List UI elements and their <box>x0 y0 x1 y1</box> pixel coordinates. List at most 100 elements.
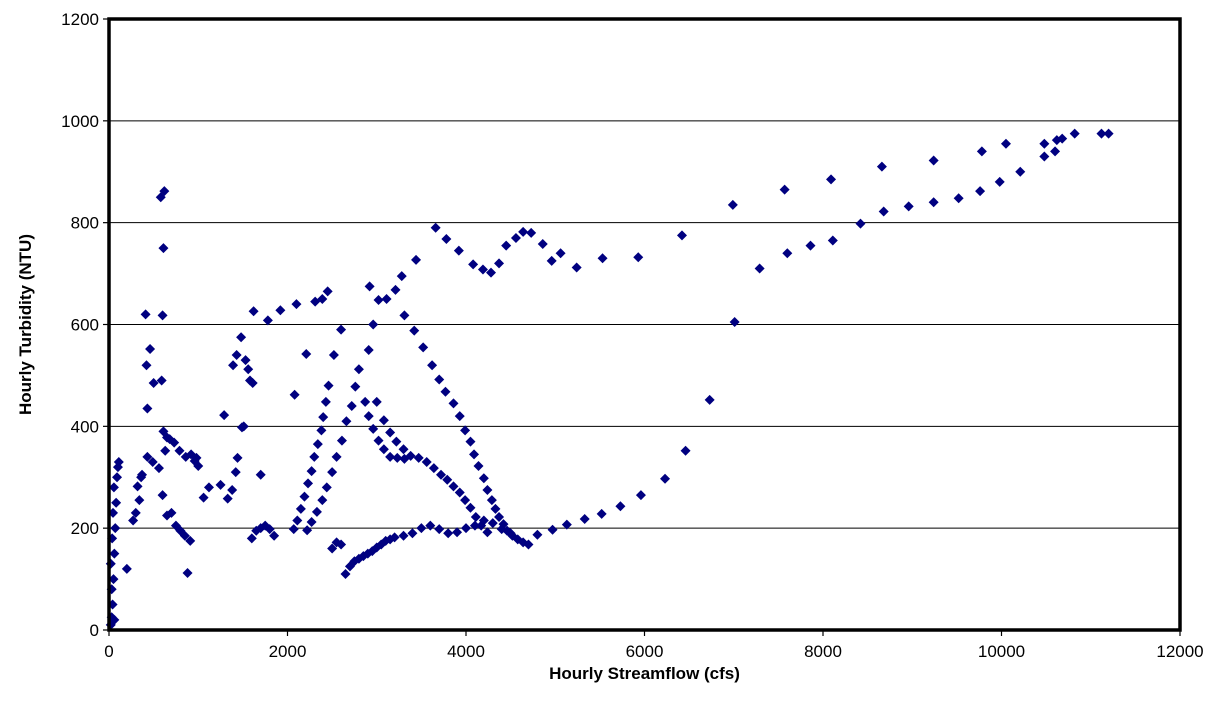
data-point <box>482 484 493 495</box>
data-point <box>398 530 409 541</box>
data-point <box>295 503 306 514</box>
data-point <box>633 252 644 263</box>
data-point <box>676 230 687 241</box>
data-point <box>336 539 347 550</box>
data-point <box>289 389 300 400</box>
data-point <box>306 517 317 528</box>
data-point <box>385 427 396 438</box>
y-tick-label: 1000 <box>61 112 99 131</box>
data-point <box>470 511 481 522</box>
data-point <box>680 445 691 456</box>
data-point <box>331 451 342 462</box>
data-point <box>141 360 152 371</box>
data-point <box>310 296 321 307</box>
x-axis-title: Hourly Streamflow (cfs) <box>549 664 740 683</box>
data-point <box>108 574 119 585</box>
data-point <box>179 530 190 541</box>
data-point <box>292 515 303 526</box>
data-point <box>469 520 480 531</box>
data-point <box>465 502 476 513</box>
data-point <box>288 524 299 535</box>
data-point <box>546 255 557 266</box>
data-point <box>468 259 479 270</box>
data-point <box>363 411 374 422</box>
data-point <box>526 227 537 238</box>
data-point <box>350 381 361 392</box>
data-point <box>191 452 202 463</box>
data-point <box>162 510 173 521</box>
data-point <box>322 286 333 297</box>
data-point <box>215 479 226 490</box>
data-point <box>928 197 939 208</box>
data-point <box>109 548 120 559</box>
data-point <box>855 218 866 229</box>
x-tick-label: 12000 <box>1156 642 1203 661</box>
data-point <box>434 524 445 535</box>
data-point <box>454 487 465 498</box>
data-point <box>486 495 497 506</box>
data-point <box>407 528 418 539</box>
data-point <box>421 456 432 467</box>
data-point <box>132 481 143 492</box>
data-point <box>368 319 379 330</box>
y-tick-label: 400 <box>71 417 99 436</box>
x-tick-label: 8000 <box>804 642 842 661</box>
data-point <box>247 378 258 389</box>
y-axis-title: Hourly Turbidity (NTU) <box>16 234 35 415</box>
data-point <box>490 503 501 514</box>
data-point <box>1103 128 1114 139</box>
data-point <box>137 469 148 480</box>
data-point <box>340 568 351 579</box>
data-point <box>309 451 320 462</box>
data-point <box>452 527 463 538</box>
data-point <box>485 267 496 278</box>
data-point <box>416 523 427 534</box>
data-point <box>336 324 347 335</box>
data-point <box>311 506 322 517</box>
data-point <box>561 519 572 530</box>
data-point <box>727 199 738 210</box>
data-point <box>928 155 939 166</box>
data-point <box>615 501 626 512</box>
data-point <box>327 543 338 554</box>
data-point <box>478 473 489 484</box>
data-point <box>547 524 558 535</box>
data-point <box>222 493 233 504</box>
data-point <box>373 295 384 306</box>
data-point <box>327 467 338 478</box>
data-point <box>159 186 170 197</box>
y-tick-label: 1200 <box>61 10 99 29</box>
y-axis-ticks: 0 200 400 600 800 1000 1200 <box>61 10 109 640</box>
data-point <box>360 396 371 407</box>
data-point <box>597 253 608 264</box>
data-point <box>389 532 400 543</box>
data-point <box>262 315 273 326</box>
data-point <box>113 456 124 467</box>
y-tick-label: 600 <box>71 316 99 335</box>
data-point <box>1069 128 1080 139</box>
data-point <box>312 439 323 450</box>
x-tick-label: 2000 <box>269 642 307 661</box>
data-point <box>436 469 447 480</box>
data-point <box>301 349 312 360</box>
data-point <box>782 248 793 259</box>
data-point <box>487 518 498 529</box>
data-point <box>368 423 379 434</box>
data-point <box>1096 128 1107 139</box>
data-point <box>1000 138 1011 149</box>
data-point <box>399 453 410 464</box>
data-point <box>391 436 402 447</box>
data-point <box>320 396 331 407</box>
data-point <box>975 186 986 197</box>
data-point <box>501 240 512 251</box>
data-point <box>440 386 451 397</box>
data-point <box>571 262 582 273</box>
data-point <box>754 263 765 274</box>
data-point <box>704 394 715 405</box>
data-point <box>460 495 471 506</box>
data-point <box>1050 146 1061 157</box>
data-point <box>454 411 465 422</box>
data-point <box>303 478 314 489</box>
data-point <box>473 461 484 472</box>
